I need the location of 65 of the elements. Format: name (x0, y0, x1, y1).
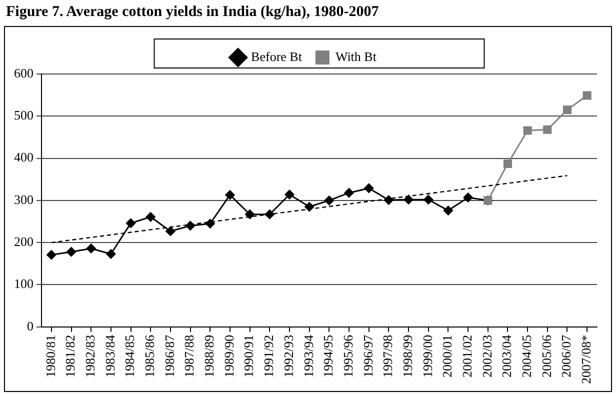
y-tick-label: 600 (14, 65, 34, 80)
x-tick-label: 1996/97 (360, 334, 376, 378)
x-tick-label: 1987/88 (182, 334, 197, 378)
x-tick-label: 1980/81 (42, 334, 58, 378)
point (582, 91, 592, 100)
x-tick-label: 1991/92 (261, 334, 276, 378)
x-tick-label: 1985/86 (142, 334, 158, 378)
y-tick-label: 200 (14, 234, 34, 250)
x-tick-label: 1989/90 (221, 334, 236, 378)
point (146, 212, 156, 222)
point (324, 196, 334, 206)
y-tick-label: 0 (27, 318, 34, 334)
legend-label: With Bt (335, 48, 377, 64)
legend-label: Before Bt (251, 48, 302, 64)
x-tick-label: 2007/08* (578, 334, 594, 384)
x-tick-label: 2001/02 (459, 334, 474, 378)
x-tick-label: 1993/94 (300, 334, 316, 378)
point (424, 194, 434, 204)
x-tick-label: 2005/06 (538, 334, 554, 378)
point (264, 210, 274, 220)
x-tick-label: 2006/07 (558, 334, 574, 378)
x-tick-label: 1995/96 (340, 334, 356, 378)
x-tick-label: 1983/84 (102, 334, 118, 378)
point (384, 195, 394, 205)
x-tick-label: 1998/99 (400, 334, 415, 378)
point (86, 244, 96, 254)
point (106, 249, 116, 259)
x-tick-label: 1981/82 (62, 334, 78, 378)
point (503, 159, 512, 168)
y-tick-label: 500 (14, 108, 34, 123)
y-tick-label: 300 (14, 192, 34, 207)
point (463, 192, 473, 202)
y-tick-label: 100 (14, 276, 34, 292)
point (245, 210, 255, 220)
point (166, 226, 176, 236)
x-tick-label: 2002/03 (479, 334, 494, 378)
x-tick-label: 1988/89 (202, 334, 217, 378)
point (225, 190, 235, 200)
x-tick-label: 1986/87 (162, 334, 177, 378)
x-tick-label: 1990/91 (241, 334, 256, 378)
point (126, 218, 136, 228)
x-tick-label: 1997/98 (380, 334, 396, 378)
point (364, 183, 374, 193)
x-tick-label: 1994/95 (320, 334, 336, 378)
chart-title: Figure 7. Average cotton yields in India (kg/ha), 1980-2007 (5, 3, 380, 22)
point (284, 190, 294, 200)
y-tick-label: 400 (14, 150, 34, 165)
point (523, 126, 532, 135)
x-tick-label: 1999/00 (420, 334, 435, 378)
x-tick-label: 2003/04 (499, 334, 514, 378)
x-tick-label: 1982/83 (82, 334, 98, 378)
x-tick-label: 1992/93 (280, 334, 296, 378)
point (344, 188, 354, 198)
point (443, 206, 453, 216)
point (543, 125, 552, 134)
x-tick-label: 2000/01 (440, 334, 455, 378)
point (304, 202, 314, 212)
point (562, 106, 572, 114)
point (46, 250, 56, 260)
x-tick-label: 1984/85 (122, 334, 138, 378)
point (404, 194, 414, 204)
point (205, 218, 215, 228)
point (66, 247, 76, 257)
x-tick-label: 2004/05 (518, 334, 534, 378)
point (186, 220, 196, 230)
